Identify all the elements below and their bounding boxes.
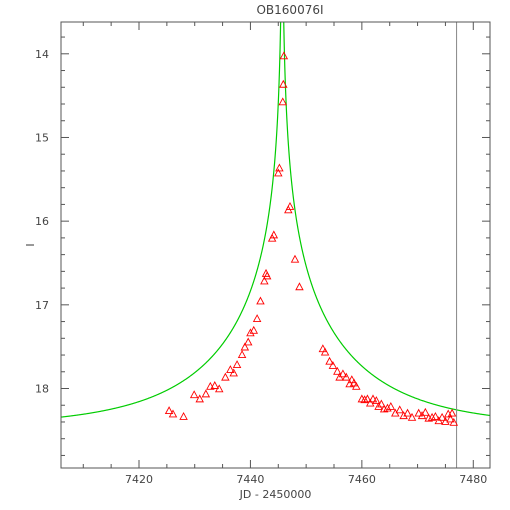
data-point-triangle [195, 394, 204, 403]
data-point-triangle [338, 369, 348, 378]
data-point-triangle [221, 372, 230, 381]
x-tick-label: 7480 [459, 473, 487, 486]
data-point-triangle [403, 408, 412, 417]
data-point-triangle [328, 360, 338, 369]
data-point-triangle [347, 375, 357, 384]
data-point-triangle [431, 412, 440, 420]
data-point-triangle [285, 201, 295, 210]
data-point-triangle [210, 381, 220, 389]
x-axis-label: JD - 2450000 [239, 488, 312, 501]
data-point-triangle [201, 389, 211, 398]
data-point-triangle [278, 97, 287, 106]
data-point-triangle [229, 368, 238, 377]
data-point-triangle [279, 51, 289, 60]
data-point-triangle [407, 412, 417, 421]
data-point-triangle [437, 412, 447, 421]
data-point-triangle [379, 404, 389, 413]
x-axis: 7420 7440 7460 7480 [82, 22, 487, 486]
data-point-triangle [363, 394, 372, 403]
data-point-triangle [424, 413, 433, 422]
data-point-triangle [333, 366, 342, 375]
data-point-triangle [275, 163, 284, 172]
y-axis: 14 15 16 17 18 [35, 36, 490, 456]
data-point-triangle [421, 407, 430, 416]
data-point-triangle [446, 414, 455, 423]
data-point-triangle [318, 344, 328, 353]
data-point-triangle [349, 378, 359, 387]
data-point-triangle [386, 401, 396, 410]
data-point-triangle [249, 325, 259, 334]
y-tick-label: 18 [35, 383, 49, 396]
data-point-triangle [262, 271, 272, 280]
data-point-triangle [441, 417, 450, 425]
y-tick-label: 14 [35, 48, 49, 61]
data-point-triangle [269, 230, 279, 239]
data-point-triangle [243, 337, 253, 346]
data-point-triangle [365, 398, 375, 407]
data-point-triangle [352, 381, 361, 390]
data-point-triangle [374, 401, 383, 410]
data-point-triangle [427, 412, 437, 421]
data-point-triangle [226, 365, 235, 374]
data-point-triangle [252, 314, 262, 323]
data-point-triangle [256, 296, 265, 305]
data-point-triangle [295, 282, 304, 291]
data-point-triangle [214, 384, 224, 393]
data-point-triangle [447, 408, 457, 417]
y-tick-label: 17 [35, 299, 49, 312]
data-point-triangle [237, 350, 247, 358]
x-tick-label: 7420 [125, 473, 153, 486]
data-point-triangle [168, 409, 178, 418]
data-point-triangle [383, 403, 392, 412]
data-point-triangle [274, 168, 283, 177]
data-point-triangle [260, 276, 269, 285]
data-point-triangle [240, 342, 250, 351]
plot-frame [60, 21, 491, 469]
data-point-triangle [246, 328, 255, 337]
x-tick-label: 7460 [348, 473, 376, 486]
data-point-triangle [377, 399, 386, 408]
data-point-triangle [232, 360, 242, 369]
model-curve [61, 22, 490, 418]
y-axis-label: I [24, 243, 37, 246]
y-tick-label: 16 [35, 215, 49, 228]
data-point-triangle [290, 254, 300, 263]
y-tick-label: 15 [35, 131, 49, 144]
data-point-triangle [372, 396, 381, 405]
data-point-triangle [189, 390, 199, 399]
chart-title: OB160076I [256, 3, 323, 17]
data-point-triangle [449, 417, 459, 426]
data-point-triangle [320, 347, 330, 356]
data-point-triangle [279, 79, 288, 88]
data-point-triangle [368, 394, 378, 403]
data-point-triangle [179, 412, 188, 420]
data-point-triangle [325, 356, 334, 365]
data-point-triangle [399, 411, 408, 420]
data-point-triangle [414, 408, 423, 417]
data-point-triangle [395, 405, 404, 414]
data-point-triangle [360, 395, 369, 404]
data-point-triangle [164, 406, 174, 415]
x-tick-label: 7440 [236, 473, 264, 486]
data-point-triangle [342, 372, 351, 381]
